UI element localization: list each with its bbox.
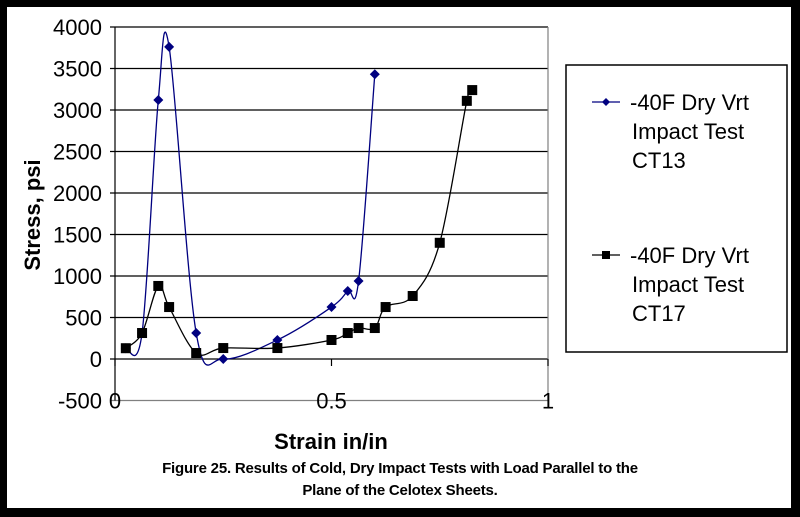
- y-tick-label: 3500: [53, 57, 102, 82]
- series-lines: [125, 31, 473, 366]
- data-point-square: [407, 291, 418, 302]
- data-point-square: [369, 323, 380, 334]
- x-tick-label: 1: [542, 389, 554, 414]
- x-axis-title: Strain in/in: [274, 429, 388, 454]
- data-point-diamond: [326, 302, 337, 313]
- data-point-square: [353, 323, 364, 334]
- data-point-square: [218, 343, 229, 354]
- data-point-diamond: [272, 334, 283, 345]
- y-tick-label: 4000: [53, 15, 102, 40]
- y-tick-label: 2000: [53, 181, 102, 206]
- gridlines: [110, 26, 548, 360]
- legend-label-1: CT13: [632, 148, 686, 173]
- x-axis-ticks: 0 0.5 1: [109, 389, 554, 414]
- data-point-square: [120, 343, 131, 354]
- legend-marker-diamond: [602, 98, 610, 106]
- data-point-square: [342, 328, 353, 339]
- plot-frame: [110, 27, 549, 402]
- y-tick-label: 500: [65, 306, 102, 331]
- data-point-diamond: [342, 285, 353, 296]
- data-point-diamond: [369, 69, 380, 80]
- data-point-square: [191, 348, 202, 359]
- data-point-square: [380, 302, 391, 313]
- data-point-square: [434, 237, 445, 248]
- figure-caption-line-2: Plane of the Celotex Sheets.: [302, 482, 498, 499]
- y-tick-label: 0: [90, 347, 102, 372]
- y-tick-label: 1000: [53, 264, 102, 289]
- data-point-square: [326, 334, 337, 345]
- data-point-square: [461, 95, 472, 106]
- data-point-diamond: [164, 41, 175, 52]
- y-tick-label: 2500: [53, 140, 102, 165]
- data-point-diamond: [218, 354, 229, 364]
- series-line-1: [125, 31, 376, 366]
- data-point-square: [272, 343, 283, 354]
- legend-label-1: Impact Test: [632, 119, 744, 144]
- series-line-2: [125, 85, 473, 356]
- figure-caption-line-1: Figure 25. Results of Cold, Dry Impact T…: [162, 460, 638, 477]
- data-point-diamond: [353, 275, 364, 286]
- legend-marker-square: [602, 251, 610, 259]
- data-point-square: [153, 280, 164, 291]
- x-tick-label: 0.5: [316, 389, 347, 414]
- data-point-square: [137, 328, 148, 339]
- data-point-diamond: [153, 95, 164, 106]
- legend-label-2: CT17: [632, 301, 686, 326]
- legend-label-2: Impact Test: [632, 272, 744, 297]
- y-axis-title: Stress, psi: [20, 159, 45, 270]
- legend-label-2: -40F Dry Vrt: [630, 243, 749, 268]
- y-tick-label: -500: [58, 389, 102, 414]
- legend-label-1: -40F Dry Vrt: [630, 90, 749, 115]
- data-point-square: [467, 85, 478, 96]
- data-point-square: [164, 302, 175, 313]
- y-axis-ticks: -500 0 500 1000 1500 2000 2500 3000 3500 4000: [53, 15, 102, 414]
- chart-canvas: [7, 7, 791, 508]
- data-point-diamond: [191, 328, 202, 339]
- legend: -40F Dry Vrt Impact Test CT13 -40F Dry Vrt I…: [565, 64, 788, 353]
- legend-box: [565, 64, 788, 353]
- y-tick-label: 1500: [53, 223, 102, 248]
- series-markers: [120, 41, 478, 364]
- x-tick-label: 0: [109, 389, 121, 414]
- y-tick-label: 3000: [53, 98, 102, 123]
